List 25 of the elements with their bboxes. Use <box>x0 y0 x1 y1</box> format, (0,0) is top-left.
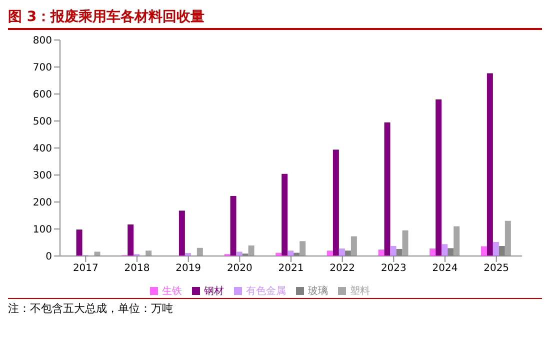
legend-label: 塑料 <box>350 286 370 297</box>
y-tick-label: 700 <box>32 62 52 74</box>
x-tick-label: 2018 <box>124 263 150 274</box>
x-tick-label: 2021 <box>278 263 304 274</box>
x-tick-label: 2022 <box>330 263 356 274</box>
y-tick-label: 600 <box>32 90 52 101</box>
chart-title: 图 3：报废乘用车各材料回收量 <box>8 8 542 30</box>
y-tick-label: 100 <box>32 224 52 236</box>
x-tick-label: 2017 <box>72 263 98 274</box>
legend-label: 钢材 <box>204 286 224 297</box>
legend-label: 生铁 <box>162 286 182 297</box>
x-tick-label: 2023 <box>380 263 406 274</box>
legend-label: 玻璃 <box>308 286 328 297</box>
x-tick-label: 2024 <box>432 263 458 274</box>
y-tick-label: 400 <box>32 144 52 155</box>
y-tick-label: 0 <box>46 252 52 263</box>
legend-label: 有色金属 <box>246 286 286 297</box>
text: 注：不包含五大总成，单位：万吨 <box>8 301 542 316</box>
x-tick-label: 2025 <box>484 263 510 274</box>
y-tick-label: 300 <box>32 170 52 182</box>
y-tick-label: 200 <box>32 198 52 209</box>
x-tick-label: 2020 <box>226 263 252 274</box>
y-tick-label: 500 <box>32 116 52 128</box>
x-tick-label: 2019 <box>176 263 202 274</box>
y-tick-label: 800 <box>32 36 52 47</box>
